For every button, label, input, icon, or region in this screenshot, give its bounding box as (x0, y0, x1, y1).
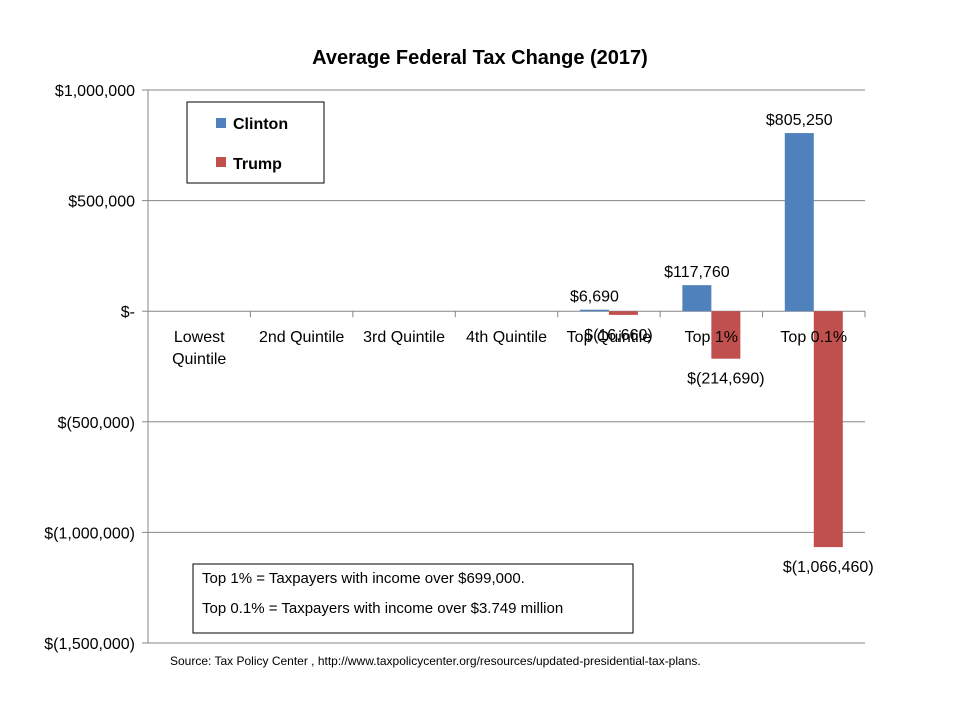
data-label-trump-4: $(16,660) (584, 327, 653, 344)
bar-trump-6 (813, 311, 843, 548)
bar-trump-5 (711, 311, 741, 359)
data-label-clinton-5: $117,760 (664, 264, 730, 281)
bar-clinton-6 (784, 133, 814, 312)
axes (147, 90, 866, 643)
y-tick-label: $1,000,000 (55, 83, 135, 100)
data-labels: $6,690 $117,760 $805,250 $(16,660) $(214,690… (570, 112, 874, 576)
legend-label-clinton: Clinton (233, 116, 288, 133)
note-top-1-percent: Top 1% = Taxpayers with income over $699… (202, 570, 525, 587)
legend-swatch-clinton (216, 118, 226, 128)
category-label: 2nd Quintile (259, 329, 344, 346)
y-tick-label: $(1,000,000) (44, 525, 135, 542)
y-tick-label: $(500,000) (58, 415, 135, 432)
category-label: 3rd Quintile (363, 329, 445, 346)
legend-box (186, 101, 325, 184)
legend-swatch-trump (216, 157, 226, 167)
note-top-0-1-percent: Top 0.1% = Taxpayers with income over $3… (202, 600, 563, 617)
gridlines (142, 89, 865, 644)
category-label: Top Quintile (567, 329, 652, 346)
category-label: Top 1% (685, 329, 738, 346)
chart-title: Average Federal Tax Change (2017) (312, 47, 648, 69)
y-axis-tick-labels: $1,000,000 $500,000 $- $(500,000) $(1,000,00… (44, 83, 135, 653)
data-label-clinton-4: $6,690 (570, 289, 619, 306)
y-tick-label: $- (121, 304, 135, 321)
category-label: 4th Quintile (466, 329, 547, 346)
bars (579, 133, 843, 548)
data-label-clinton-6: $805,250 (766, 112, 833, 129)
category-label: Top 0.1% (780, 329, 847, 346)
bar-trump-4 (608, 311, 638, 315)
notes-box: Top 1% = Taxpayers with income over $699… (192, 563, 634, 634)
bar-clinton-4 (579, 309, 609, 312)
source-note: Source: Tax Policy Center , http://www.t… (170, 654, 701, 668)
y-tick-label: $(1,500,000) (44, 636, 135, 653)
category-labels: Lowest Quintile 2nd Quintile 3rd Quintile 4t… (172, 329, 847, 368)
legend: Clinton Trump (186, 101, 325, 184)
category-label: Lowest Quintile (172, 329, 226, 368)
y-tick-label: $500,000 (68, 194, 135, 211)
bar-clinton-5 (682, 285, 712, 312)
notes-box-border (192, 563, 634, 634)
data-label-trump-6: $(1,066,460) (783, 559, 874, 576)
legend-label-trump: Trump (233, 156, 282, 173)
data-label-trump-5: $(214,690) (687, 371, 764, 388)
